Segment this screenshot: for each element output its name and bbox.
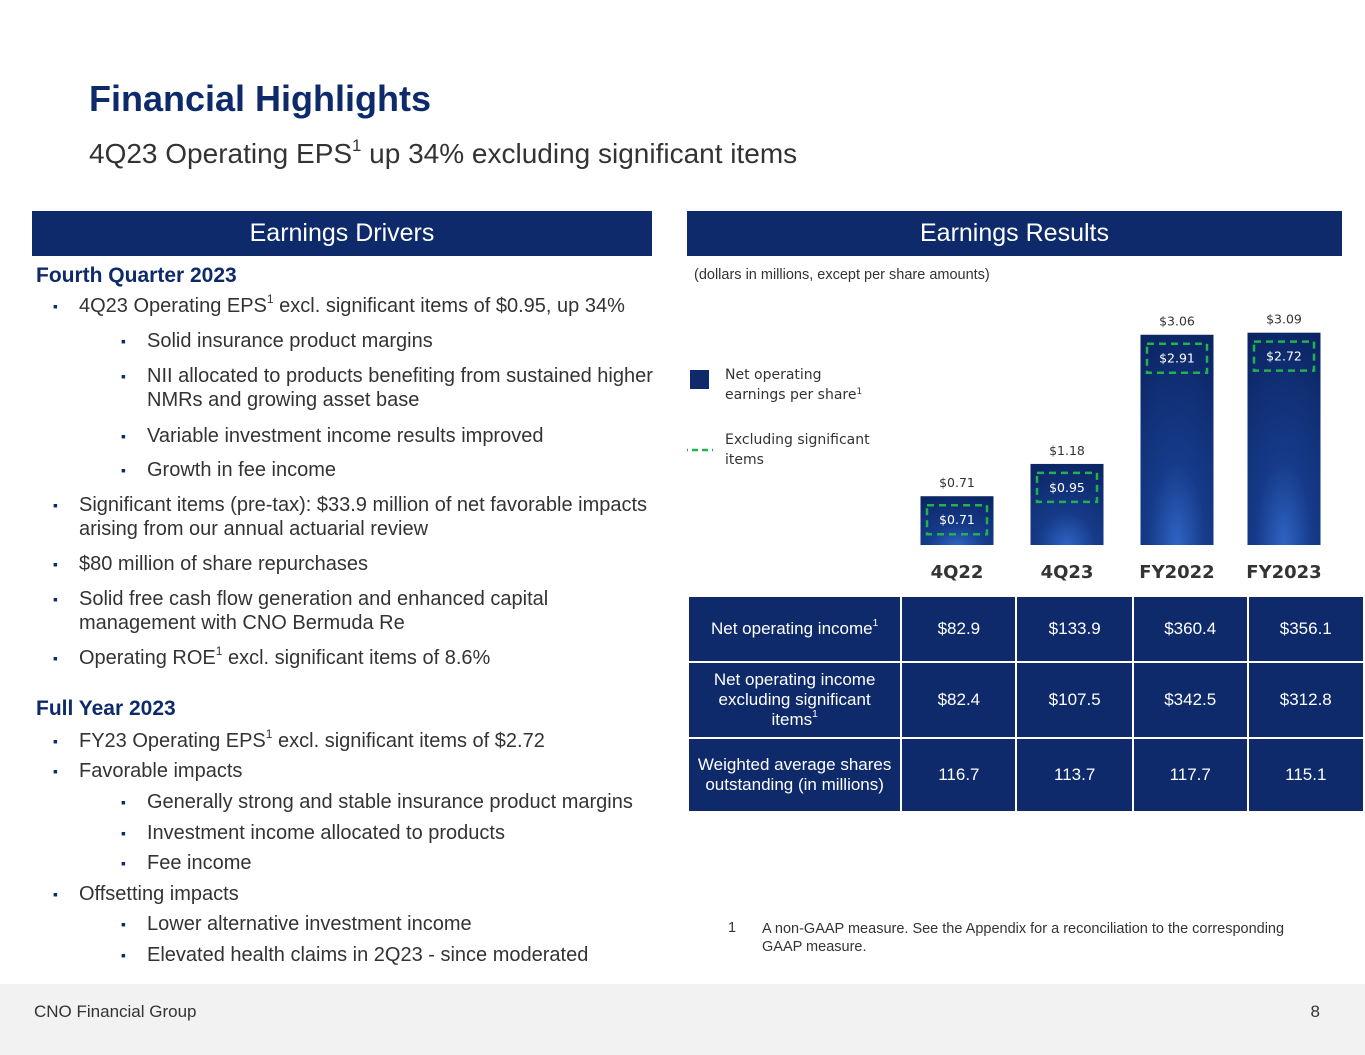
results-row-label: Net operating income excluding significa…: [686, 661, 903, 739]
results-cell: 116.7: [900, 737, 1018, 813]
fy-subbullet-fee-income: Fee income: [121, 851, 657, 875]
legend-swatch-net-eps: [690, 370, 709, 389]
footnote-text: A non-GAAP measure. See the Appendix for…: [762, 921, 1285, 955]
excl-box-fy2022: [1145, 342, 1209, 374]
footer-bar: [0, 984, 1365, 1055]
q4-bullet-eps: 4Q23 Operating EPS1 excl. significant it…: [53, 292, 654, 318]
footnote-number: 1: [728, 920, 737, 936]
fy-bullet-offsetting: Offsetting impacts: [53, 882, 654, 906]
results-cell: 115.1: [1246, 737, 1365, 813]
excl-box-fy2023: [1252, 340, 1316, 372]
bar-fy2022: [1140, 334, 1214, 545]
subtitle-tail: up 34% excluding significant items: [361, 138, 798, 169]
earnings-drivers-header: Earnings Drivers: [32, 211, 652, 256]
results-cell: $107.5: [1015, 661, 1134, 739]
q4-bullet-roe-mark: 1: [215, 644, 223, 659]
q4-bullet-eps-tail: excl. significant items of $0.95, up 34%: [273, 295, 625, 317]
fy-bullet-eps-mark: 1: [265, 727, 273, 742]
results-row-label-text: Net operating income excluding significa…: [713, 670, 876, 729]
slide-title: Financial Highlights: [89, 78, 432, 119]
fy-subbullet-investment-income: Investment income allocated to products: [121, 821, 657, 845]
full-year-title: Full Year 2023: [36, 697, 176, 720]
bar-label-4q23: $1.18: [1049, 443, 1085, 458]
q4-bullet-eps-text: 4Q23 Operating EPS: [79, 295, 267, 317]
chart-marks: $0.71 $0.71 4Q22 $1.18 $0.95 4Q23 $3.06 $2.91 FY…: [920, 312, 1322, 583]
results-row: Net operating income1 $82.9 $133.9 $360.4 $3…: [686, 595, 1365, 663]
bar-fy2023: [1247, 332, 1321, 545]
category-label-4q23: 4Q23: [1041, 562, 1094, 583]
earnings-results-header: Earnings Results: [687, 211, 1342, 256]
bar-label-fy2023: $3.09: [1266, 312, 1302, 327]
results-cell: $360.4: [1131, 595, 1249, 663]
q4-subbullet-nii: NII allocated to products benefiting fro…: [121, 364, 657, 412]
footer-page-number: 8: [1310, 1002, 1320, 1021]
fy-bullet-eps-text: FY23 Operating EPS: [79, 730, 266, 752]
legend-excluding-line2: items: [725, 452, 764, 468]
results-row-footnote-mark: 1: [872, 618, 879, 630]
q4-subbullet-margins: Solid insurance product margins: [121, 329, 657, 353]
q4-bullet-roe-tail: excl. significant items of 8.6%: [222, 647, 491, 669]
results-cell: 113.7: [1015, 737, 1134, 813]
q4-subbullet-variable-investment: Variable investment income results impro…: [121, 424, 657, 448]
q4-bullet-repurchases: $80 million of share repurchases: [53, 552, 654, 576]
q4-bullet-significant-items: Significant items (pre-tax): $33.9 milli…: [53, 493, 654, 541]
fy-subbullet-alternative-investment: Lower alternative investment income: [121, 912, 657, 936]
excl-label-fy2023: $2.72: [1266, 349, 1302, 364]
results-row-footnote-mark: 1: [812, 709, 818, 721]
results-cell: $312.8: [1246, 661, 1365, 739]
results-cell: $342.5: [1131, 661, 1249, 739]
results-table-body: Net operating income1 $82.9 $133.9 $360.4 $3…: [686, 595, 1365, 813]
fy-bullet-favorable: Favorable impacts: [53, 759, 654, 783]
legend-net-eps-line2-text: earnings per share: [725, 387, 856, 403]
legend-net-eps-mark: 1: [856, 387, 862, 397]
subtitle-main: 4Q23 Operating EPS: [89, 138, 353, 169]
units-note: (dollars in millions, except per share a…: [694, 267, 990, 283]
category-label-4q22: 4Q22: [931, 562, 984, 583]
bar-label-fy2022: $3.06: [1159, 314, 1195, 329]
results-cell: 117.7: [1131, 737, 1249, 813]
excl-label-4q22: $0.71: [939, 512, 975, 527]
q4-subbullet-fee-income: Growth in fee income: [121, 458, 657, 482]
results-cell: $82.4: [900, 661, 1018, 739]
legend-net-eps-line1: Net operating: [725, 367, 822, 383]
slide-subtitle: 4Q23 Operating EPS1 up 34% excluding sig…: [89, 136, 798, 170]
results-row: Weighted average shares outstanding (in …: [686, 737, 1365, 813]
excl-label-4q23: $0.95: [1049, 480, 1085, 495]
excl-box-4q23: [1035, 471, 1099, 504]
footer-company: CNO Financial Group: [34, 1002, 197, 1021]
fourth-quarter-title: Fourth Quarter 2023: [36, 264, 237, 287]
results-row-label-text: Weighted average shares outstanding (in …: [697, 755, 892, 794]
results-row: Net operating income excluding significa…: [686, 661, 1365, 739]
fy-subbullet-health-claims: Elevated health claims in 2Q23 - since m…: [121, 943, 657, 967]
q4-bullet-roe-text: Operating ROE: [79, 647, 216, 669]
results-cell: $356.1: [1246, 595, 1365, 663]
results-row-label-text: Net operating income: [711, 619, 873, 638]
results-cell: $133.9: [1015, 595, 1134, 663]
bar-label-4q22: $0.71: [939, 475, 975, 490]
excl-box-4q22: [925, 503, 989, 536]
q4-bullet-roe: Operating ROE1 excl. significant items o…: [53, 644, 654, 670]
category-label-fy2022: FY2022: [1139, 562, 1214, 583]
fy-subbullet-margins: Generally strong and stable insurance pr…: [121, 790, 657, 814]
excl-label-fy2022: $2.91: [1159, 351, 1195, 366]
category-label-fy2023: FY2023: [1246, 562, 1321, 583]
results-row-label: Weighted average shares outstanding (in …: [686, 737, 903, 813]
fy-bullet-eps: FY23 Operating EPS1 excl. significant it…: [53, 727, 654, 753]
legend-net-eps-line2: earnings per share1: [725, 387, 862, 403]
legend-excluding-line1: Excluding significant: [725, 432, 870, 448]
bar-4q23: [1030, 463, 1104, 545]
fy-bullet-eps-tail: excl. significant items of $2.72: [272, 730, 545, 752]
subtitle-footnote-mark: 1: [352, 136, 362, 155]
results-cell: $82.9: [900, 595, 1018, 663]
q4-bullet-eps-mark: 1: [266, 292, 274, 307]
results-table: Net operating income1 $82.9 $133.9 $360.4 $3…: [686, 595, 1365, 813]
results-row-label: Net operating income1: [686, 595, 903, 663]
eps-bar-chart: Net operating earnings per share1 Exclud…: [687, 312, 1322, 583]
q4-bullet-free-cash-flow: Solid free cash flow generation and enha…: [53, 587, 654, 635]
